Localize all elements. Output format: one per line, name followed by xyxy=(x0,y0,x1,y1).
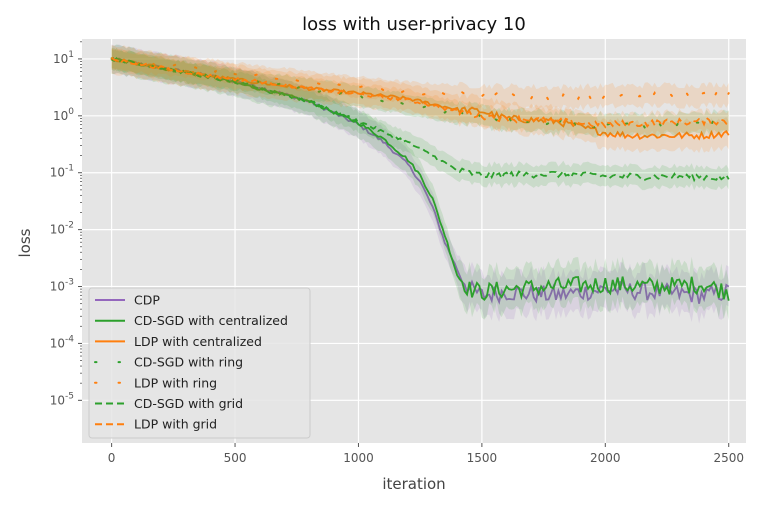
series-band-ldp-with-ring xyxy=(111,48,729,111)
legend-label-cdp: CDP xyxy=(134,293,160,308)
legend-label-ldp-with-ring: LDP with ring xyxy=(134,375,217,390)
chart-title: loss with user-privacy 10 xyxy=(302,14,526,35)
series-band-cd-sgd-with-grid xyxy=(111,48,729,191)
legend-label-ldp-with-grid: LDP with grid xyxy=(134,417,217,432)
series-line-ldp-with-centralized xyxy=(111,58,730,141)
series-line-cd-sgd-with-ring xyxy=(110,56,730,130)
y-axis-ticks: 101 100 10-1 10-2 10-3 10-4 10-5 xyxy=(50,41,82,407)
series-line-cd-sgd-with-centralized xyxy=(111,57,730,301)
series-band-ldp-with-grid xyxy=(111,47,729,138)
x-axis-ticks: 0 500 1000 1500 2000 2500 xyxy=(108,443,744,465)
series-band-cd-sgd-with-ring xyxy=(111,47,729,139)
x-tick-label: 2500 xyxy=(713,451,744,465)
series-band-cdp xyxy=(111,44,729,324)
legend-box xyxy=(88,287,311,439)
x-axis-label: iteration xyxy=(382,475,445,493)
x-tick-label: 500 xyxy=(224,451,247,465)
y-axis-label: loss xyxy=(16,228,34,257)
legend-label-cd-sgd-with-grid: CD-SGD with grid xyxy=(134,396,243,411)
series-band-cd-sgd-with-centralized xyxy=(111,44,729,321)
y-tick-label: 10-5 xyxy=(50,391,74,407)
y-tick-label: 10-4 xyxy=(50,334,75,350)
y-tick-label: 10-1 xyxy=(50,164,74,180)
x-tick-label: 1000 xyxy=(343,451,374,465)
legend-label-cd-sgd-with-ring: CD-SGD with ring xyxy=(134,355,243,370)
y-tick-label: 10-2 xyxy=(50,221,74,237)
x-tick-label: 1500 xyxy=(467,451,498,465)
series-line-ldp-with-grid xyxy=(110,56,730,129)
legend-label-cd-sgd-with-centralized: CD-SGD with centralized xyxy=(134,313,288,328)
legend-label-ldp-with-centralized: LDP with centralized xyxy=(134,334,262,349)
y-tick-label: 10-3 xyxy=(50,278,74,294)
x-tick-label: 0 xyxy=(108,451,116,465)
legend: CDP CD-SGD with centralized LDP with centr… xyxy=(88,287,311,439)
series-lines xyxy=(110,44,730,324)
y-tick-label: 101 xyxy=(53,50,74,66)
y-tick-label: 100 xyxy=(53,107,74,123)
x-tick-label: 2000 xyxy=(590,451,621,465)
series-line-ldp-with-ring xyxy=(110,57,730,103)
